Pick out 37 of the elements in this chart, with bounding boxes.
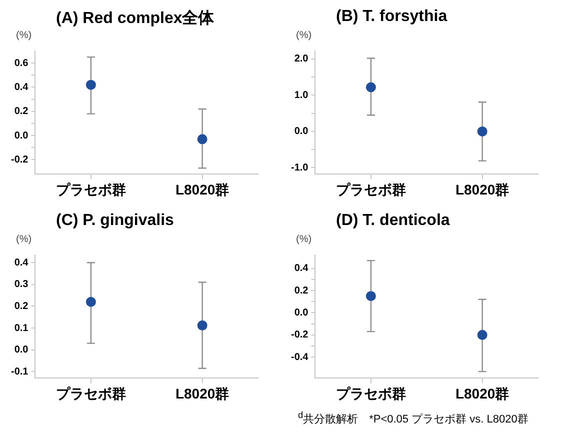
y-axis-title: (%) xyxy=(296,30,313,42)
x-tick-label: プラセボ群 xyxy=(56,181,126,198)
x-tick-label: L8020群 xyxy=(455,181,510,198)
y-tick-label: 0.4 xyxy=(14,257,29,268)
y-tick-label: 2.0 xyxy=(294,54,309,65)
x-tick-label: L8020群 xyxy=(175,385,230,402)
x-tick-label: L8020群 xyxy=(175,181,230,198)
y-tick-label: 0.6 xyxy=(14,58,29,69)
y-tick-label: 0.4 xyxy=(294,263,309,274)
y-tick-label: -0.4 xyxy=(290,352,309,363)
y-tick-label: 0.0 xyxy=(294,307,309,318)
y-tick-label: 0.2 xyxy=(14,300,29,312)
y-tick-label: -0.2 xyxy=(10,154,29,166)
y-tick-label: -1.0 xyxy=(290,162,309,174)
y-tick-label: 0.2 xyxy=(14,106,29,118)
chart-title: (D) T. denticola xyxy=(336,212,451,231)
x-tick-label: プラセボ群 xyxy=(336,181,406,198)
text: $^{d}$共分散解析 *P<0.05 プラセボ群 vs. L8020群 xyxy=(298,409,530,427)
y-tick-label: -0.1 xyxy=(10,366,29,378)
y-tick-label: 0.0 xyxy=(294,126,309,138)
y-tick-label: 0.3 xyxy=(14,279,29,290)
y-tick-label: 0.0 xyxy=(14,344,29,356)
x-tick-label: プラセボ群 xyxy=(336,385,406,402)
y-tick-label: 0.0 xyxy=(14,130,29,142)
y-tick-label: 1.0 xyxy=(294,90,309,101)
y-axis-title: (%) xyxy=(16,30,33,42)
chart-title: (B) T. forsythia xyxy=(336,8,448,27)
y-tick-label: 0.2 xyxy=(294,285,309,296)
y-axis-title: (%) xyxy=(296,234,313,246)
y-axis-title: (%) xyxy=(16,234,33,246)
y-tick-label: 0.4 xyxy=(14,82,29,93)
y-tick-label: 0.1 xyxy=(14,322,29,334)
x-tick-label: プラセボ群 xyxy=(56,385,126,402)
y-tick-label: -0.2 xyxy=(290,330,309,341)
chart-title: (A) Red complex全体 xyxy=(56,8,216,29)
x-tick-label: L8020群 xyxy=(455,385,510,402)
chart-title: (C) P. gingivalis xyxy=(56,212,175,231)
